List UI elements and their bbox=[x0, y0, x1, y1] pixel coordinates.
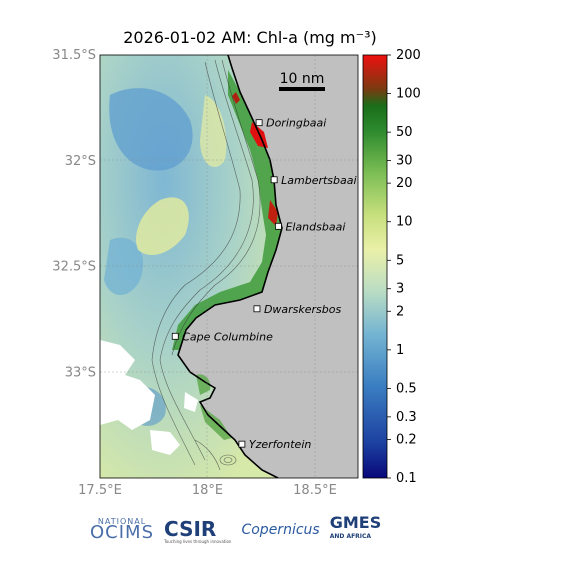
colorbar-tick-label: 0.2 bbox=[396, 432, 417, 447]
lat-ticks: 31.5°S 32°S 32.5°S 33°S bbox=[52, 48, 96, 380]
colorbar-tick-label: 30 bbox=[396, 154, 413, 169]
colorbar-tick-label: 50 bbox=[396, 125, 413, 140]
place-marker bbox=[270, 176, 278, 184]
csir-logo: CSIR Touching lives through innovation bbox=[164, 516, 232, 544]
place-marker bbox=[275, 222, 282, 230]
lat-tick-label: 32°S bbox=[65, 154, 96, 169]
grid bbox=[100, 55, 358, 478]
cloud bbox=[100, 340, 155, 430]
lat-tick-label: 31.5°S bbox=[52, 48, 96, 63]
colorbar bbox=[362, 54, 388, 479]
place-markers: Doringbaai Lambertsbaai Elandsbaai Dwarsker… bbox=[171, 117, 357, 451]
ocims-logo: NATIONAL OCIMS bbox=[90, 517, 155, 543]
coastline bbox=[177, 55, 283, 478]
colorbar-tick-label: 3 bbox=[396, 282, 404, 297]
hotspot-elandsbaai bbox=[268, 200, 278, 226]
colorbar-tick-label: 10 bbox=[396, 215, 413, 230]
copernicus-logo: Copernicus bbox=[241, 522, 320, 538]
place-marker bbox=[253, 305, 261, 313]
colorbar-tick-label: 2 bbox=[396, 304, 404, 319]
lat-tick-label: 33°S bbox=[65, 365, 96, 380]
place-label: Elandsbaai bbox=[285, 220, 345, 233]
lon-ticks: 17.5°E 18°E 18.5°E bbox=[78, 483, 337, 498]
place-label: Dwarskersbos bbox=[264, 303, 342, 316]
colorbar-tick-label: 1 bbox=[396, 343, 404, 358]
colorbar-tick-label: 5 bbox=[396, 253, 404, 268]
colorbar-tick-label: 20 bbox=[396, 176, 413, 191]
map-area bbox=[100, 55, 358, 478]
logo-strip: NATIONAL OCIMS CSIR Touching lives throu… bbox=[90, 510, 410, 550]
lat-tick-label: 32.5°S bbox=[52, 260, 96, 275]
colorbar-tick-label: 100 bbox=[396, 87, 421, 102]
map-frame bbox=[99, 54, 359, 479]
chlorophyll-map: 10 nm Doringbaai Lambertsbaai Elandsbaai Dw… bbox=[52, 48, 421, 498]
map-title: 2026-01-02 AM: Chl-a (mg m⁻³) bbox=[123, 28, 377, 47]
colorbar-tick-label: 0.3 bbox=[396, 410, 417, 425]
place-marker bbox=[255, 119, 263, 127]
gmes-africa-logo: GMES AND AFRICA bbox=[329, 513, 382, 541]
colorbar-tick-label: 0.5 bbox=[396, 381, 417, 396]
place-label: Doringbaai bbox=[266, 117, 326, 130]
place-label: Lambertsbaai bbox=[281, 174, 356, 187]
scale-bar: 10 nm bbox=[279, 71, 325, 91]
place-label: Cape Columbine bbox=[182, 330, 273, 343]
place-marker bbox=[238, 440, 246, 448]
bathymetry-contours bbox=[151, 59, 261, 471]
place-label: Yzerfontein bbox=[249, 438, 311, 451]
colorbar-tick-label: 200 bbox=[396, 48, 421, 63]
place-marker bbox=[171, 332, 179, 340]
lon-tick-label: 18°E bbox=[192, 483, 223, 498]
lon-tick-label: 17.5°E bbox=[78, 483, 122, 498]
lon-tick-label: 18.5°E bbox=[293, 483, 337, 498]
colorbar-ticks: 200 100 50 30 20 10 5 3 2 1 0.5 0.3 0.2 0.1 bbox=[387, 48, 421, 486]
scale-bar-label: 10 nm bbox=[280, 71, 325, 87]
colorbar-tick-label: 0.1 bbox=[396, 471, 417, 486]
